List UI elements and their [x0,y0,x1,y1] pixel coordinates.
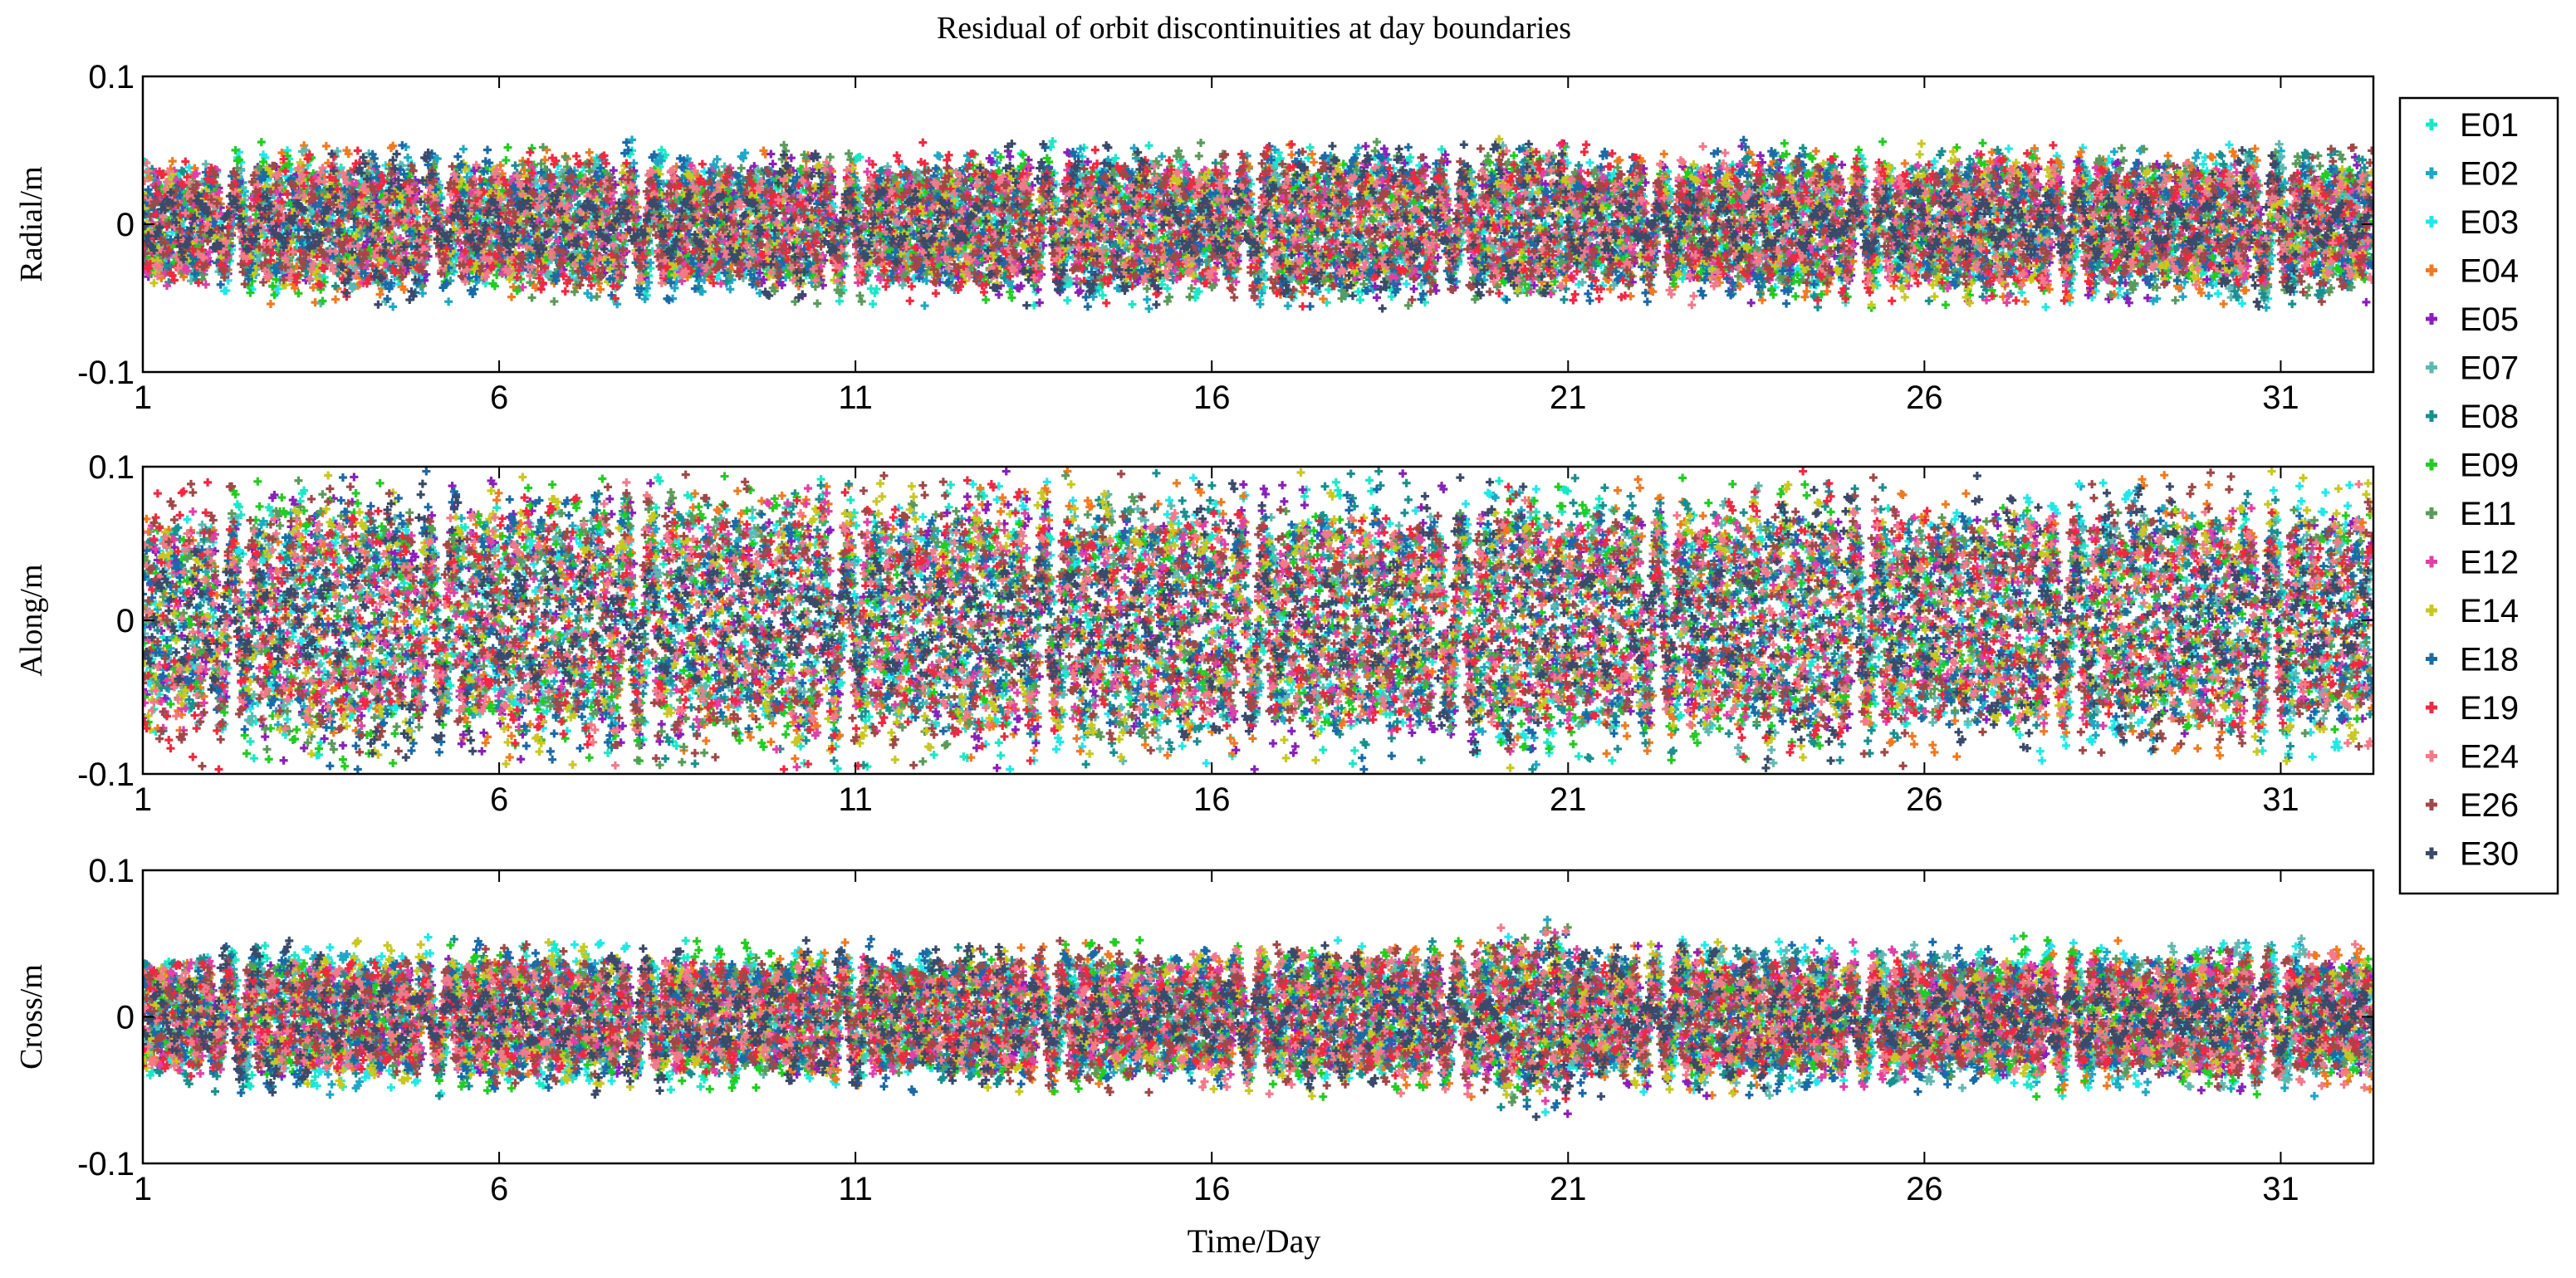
data-point-E02 [713,154,722,164]
data-point-E02 [463,173,472,182]
data-point-E01 [1063,296,1072,305]
data-point-E02 [698,287,707,296]
data-point-E02 [657,156,666,165]
data-point-E01 [1437,144,1447,154]
data-point-E01 [1261,273,1271,282]
data-point-E02 [433,154,442,164]
data-point-E02 [458,144,468,154]
data-point-E01 [1030,301,1039,310]
data-point-E02 [418,289,427,298]
data-point-E01 [872,285,881,294]
data-point-E01 [1144,141,1153,150]
data-point-E01 [1355,296,1364,305]
data-point-E02 [640,295,649,304]
panel-markers [143,135,2373,313]
data-point-E02 [738,154,747,163]
data-point-E01 [1163,284,1172,293]
data-point-E02 [629,159,639,168]
data-point-E01 [452,255,461,264]
data-point-E01 [1128,300,1137,309]
data-point-E02 [741,149,750,158]
data-point-E01 [1194,287,1203,296]
data-point-E01 [1111,154,1120,163]
data-point-E01 [855,153,864,162]
data-point-E01 [1066,277,1075,286]
data-point-E02 [655,152,664,161]
data-point-E01 [661,150,670,159]
data-point-E01 [1387,292,1396,301]
chart-title: Residual of orbit discontinuities at day… [937,11,1571,46]
data-point-E01 [1048,137,1057,146]
data-point-E01 [2282,199,2291,208]
data-point-E01 [835,296,844,306]
data-point-E01 [1305,143,1315,152]
data-point-E01 [1276,154,1285,163]
data-point-E02 [613,300,622,309]
data-point-E02 [404,153,413,162]
data-point-E02 [726,285,735,294]
data-point-E02 [670,283,679,292]
data-point-E01 [1098,291,1107,300]
data-point-E01 [1406,153,1415,162]
data-point-E02 [628,135,637,144]
data-point-E01 [869,300,878,309]
data-point-E01 [1678,274,1687,283]
data-point-E02 [389,302,398,311]
data-point-E01 [336,163,345,172]
data-point-E01 [657,145,666,154]
data-point-E02 [444,297,453,306]
data-point-E01 [1663,167,1672,176]
data-point-E02 [644,278,654,287]
